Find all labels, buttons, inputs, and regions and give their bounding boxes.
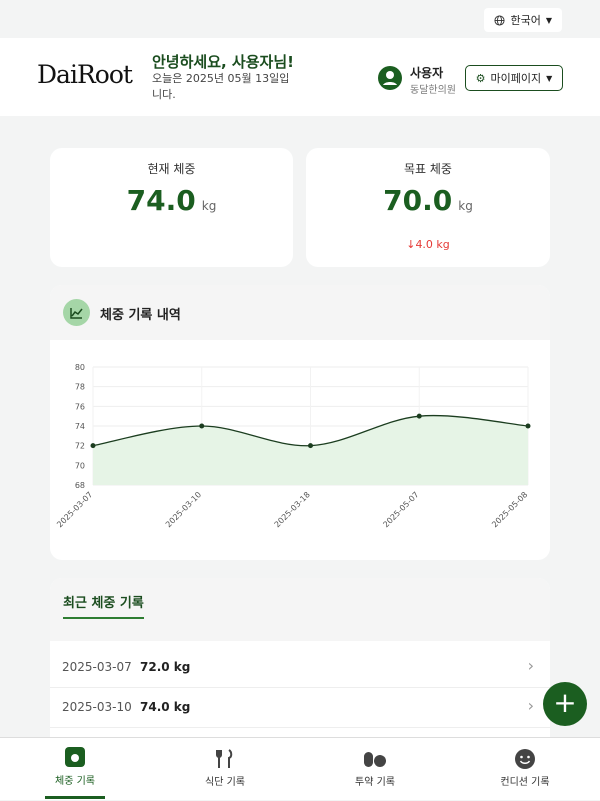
unit: kg (201, 199, 217, 213)
weight-diff: ↓4.0 kg (306, 238, 550, 251)
record-weight: 72.0 kg (140, 660, 191, 674)
record-date: 2025-03-07 (62, 660, 132, 674)
point (416, 413, 422, 419)
section-header: 최근 체중 기록 (50, 578, 550, 641)
chart-icon (63, 299, 90, 326)
current-weight-card: 현재 체중 74.0 kg (50, 148, 293, 267)
nav-label: 체중 기록 (55, 776, 95, 787)
y-tick-label: 78 (75, 383, 85, 392)
date-text: 오늘은 2025년 05월 13일입니다. (152, 72, 290, 101)
point (308, 443, 313, 449)
chevron: › (527, 656, 534, 675)
card-label: 현재 체중 (147, 162, 196, 176)
nav-item[interactable]: 컨디션 기록 (450, 738, 600, 801)
y-tick-label: 68 (75, 481, 85, 490)
section-title: 최근 체중 기록 (63, 592, 144, 619)
caret: ▼ (545, 15, 552, 25)
nav-label: 식단 기록 (205, 777, 245, 788)
value: 70.0 (383, 184, 453, 217)
x-tick-label: 2025-05-07 (381, 490, 420, 529)
smile-icon (515, 749, 535, 769)
pills-icon (364, 752, 386, 767)
active-indicator (45, 796, 105, 799)
nav-item[interactable]: 식단 기록 (150, 738, 300, 801)
recent-section: 최근 체중 기록 2025-03-07 72.0 kg › 2025-03-10… (50, 578, 550, 748)
x-tick-label: 2025-03-07 (55, 490, 94, 529)
user-name: 사용자 (410, 66, 444, 80)
record-date: 2025-03-10 (62, 700, 132, 714)
value: 74.0 (126, 184, 196, 217)
add-button[interactable]: + (543, 682, 587, 726)
utensils-icon (216, 749, 233, 768)
record-weight: 74.0 kg (140, 700, 191, 714)
section-header: 체중 기록 내역 (50, 285, 550, 340)
section-title: 체중 기록 내역 (100, 308, 181, 323)
card-value: 74.0 kg (50, 184, 293, 217)
record-row[interactable]: 2025-03-10 74.0 kg › (50, 688, 550, 728)
chart-section: 체중 기록 내역 68 70 72 74 76 78 80 2025-03-07 2025-03… (50, 285, 550, 560)
goal-weight-card: 목표 체중 70.0 kg ↓4.0 kg (306, 148, 550, 267)
nav-label: 컨디션 기록 (500, 777, 550, 788)
logo[interactable]: DaiRoot (37, 60, 133, 89)
mypage-button[interactable]: ⚙ 마이페이지 ▼ (465, 65, 563, 91)
nav-item[interactable]: 투약 기록 (300, 738, 450, 801)
arrow-icon: ↓ (406, 238, 416, 251)
card-value: 70.0 kg (306, 184, 550, 217)
point (90, 443, 96, 449)
card-label: 목표 체중 (404, 162, 452, 176)
y-tick-label: 70 (75, 461, 85, 470)
header: DaiRoot 안녕하세요, 사용자님! 오늘은 2025년 05월 13일입니… (0, 38, 600, 116)
nav-item[interactable]: 체중 기록 (0, 738, 150, 801)
x-tick-label: 2025-03-10 (164, 490, 203, 529)
x-tick-label: 2025-03-18 (273, 490, 312, 529)
user-org: 동달한의원 (410, 85, 456, 96)
greeting: 안녕하세요, 사용자님! (152, 53, 294, 71)
unit: kg (458, 199, 473, 213)
y-tick-label: 76 (75, 402, 85, 411)
y-tick-label: 72 (75, 442, 85, 451)
chevron: › (527, 696, 534, 715)
gear-icon: ⚙ (475, 71, 486, 85)
area (93, 415, 528, 485)
line-chart: 68 70 72 74 76 78 80 2025-03-07 2025-03-10 2025-0… (55, 363, 531, 529)
bottom-nav: 체중 기록 식단 기록 투약 기록 컨디션 기록 (0, 737, 600, 800)
mypage-label: 마이페이지 (490, 72, 542, 85)
record-row[interactable]: 2025-03-07 72.0 kg › (50, 648, 550, 688)
diff-text: 4.0 kg (415, 238, 450, 251)
top-bar: 한국어 ▼ (0, 0, 600, 38)
language-label: 한국어 (510, 14, 541, 27)
point (199, 423, 205, 429)
user-avatar (378, 66, 402, 90)
nav-label: 투약 기록 (355, 777, 395, 788)
point (525, 423, 531, 429)
y-tick-label: 74 (75, 422, 85, 431)
scale-icon (65, 747, 85, 767)
language-select[interactable]: 한국어 ▼ (484, 8, 562, 32)
globe-icon (494, 14, 506, 26)
y-tick-label: 80 (75, 363, 85, 372)
x-tick-label: 2025-05-08 (490, 490, 529, 529)
caret: ▼ (546, 73, 553, 83)
